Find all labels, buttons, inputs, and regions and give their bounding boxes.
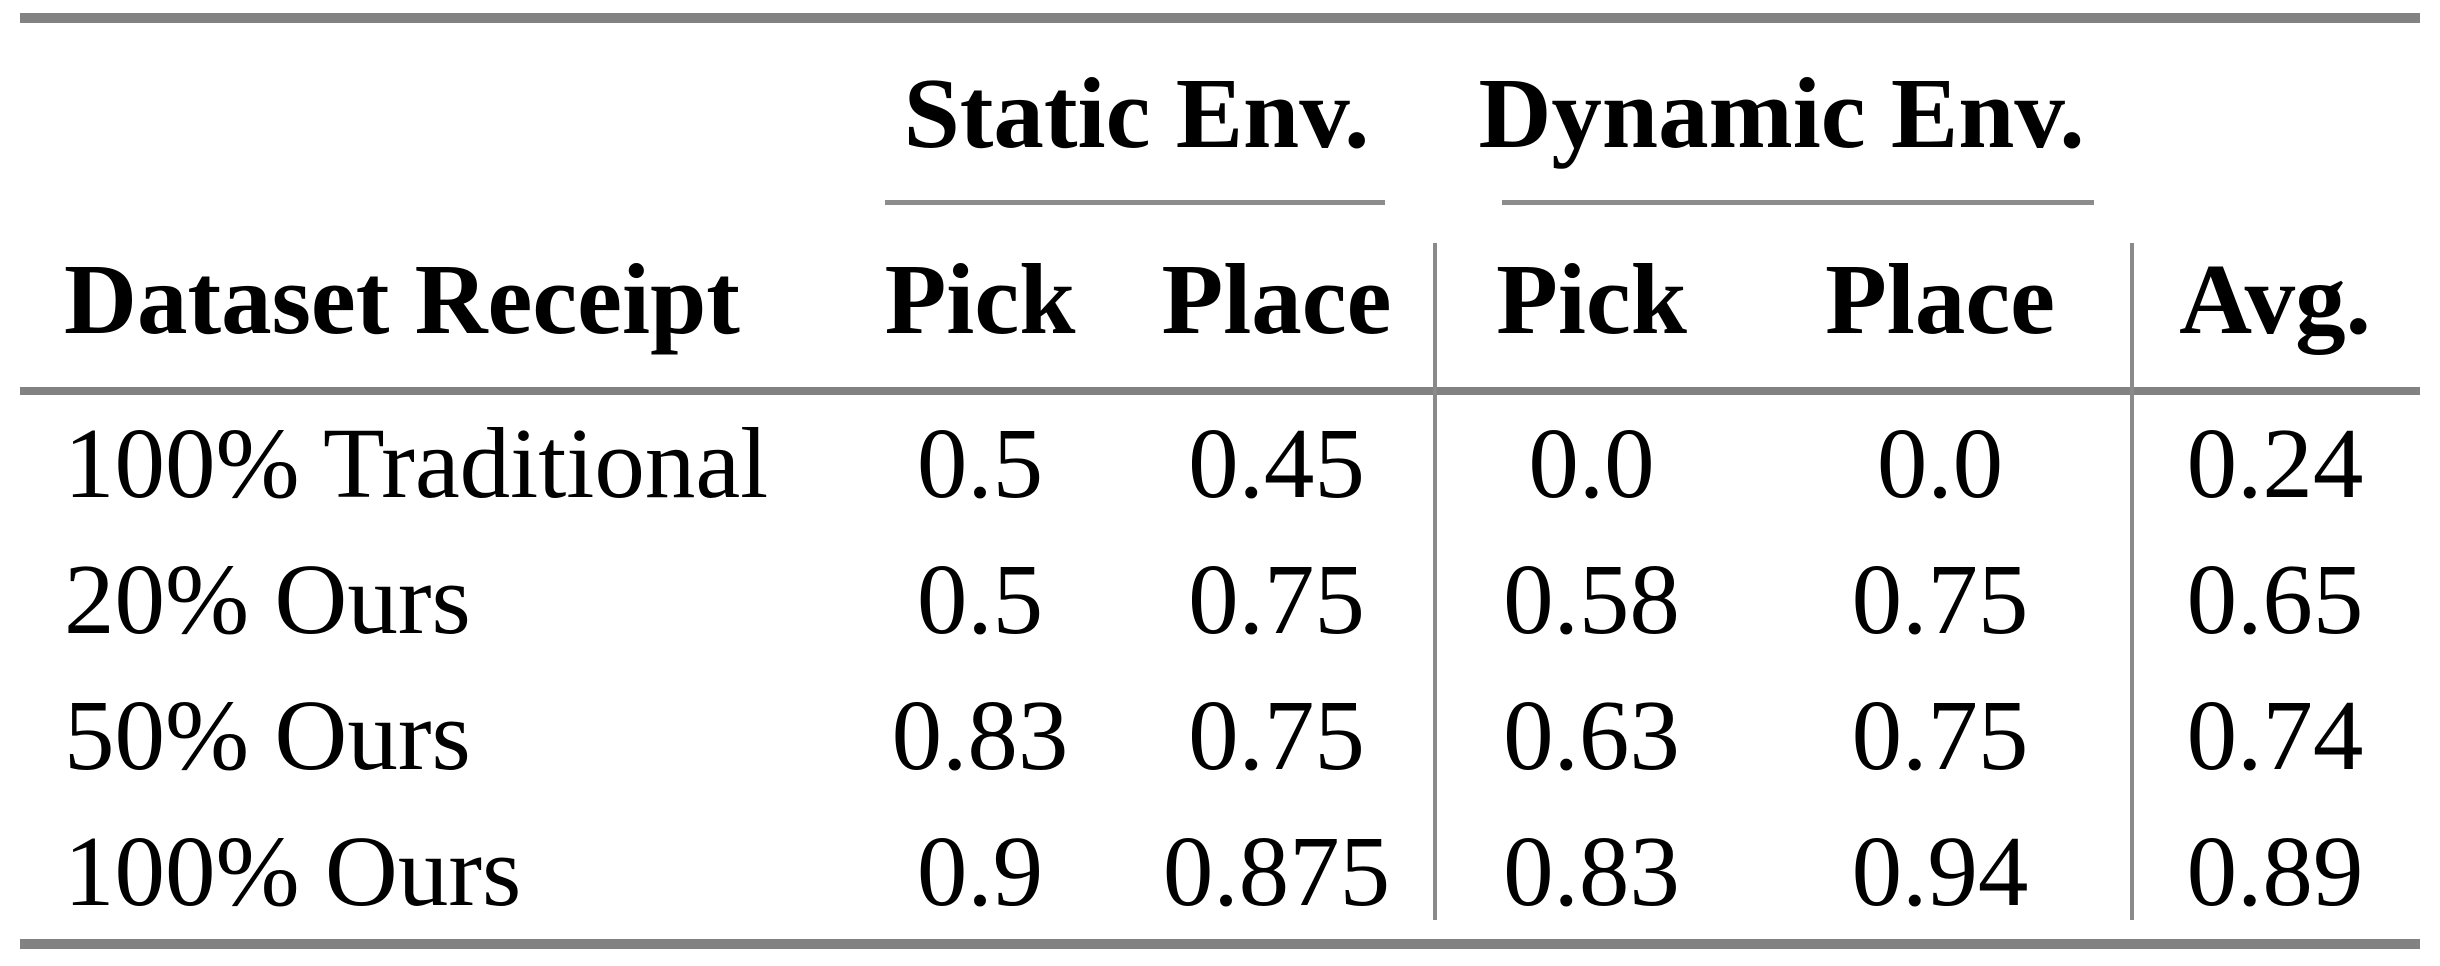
cell-avg: 0.24 [2186, 406, 2364, 519]
dynamic-env-underline [1502, 200, 2094, 205]
cell-avg: 0.89 [2186, 814, 2364, 927]
results-table: Static Env. Dynamic Env. Dataset Receipt… [20, 23, 2420, 939]
avg-separator [2130, 243, 2134, 920]
group-header-static-env: Static Env. [903, 57, 1370, 169]
table-row: 100% Traditional 0.5 0.45 0.0 0.0 0.24 [20, 395, 2420, 531]
static-dynamic-separator [1433, 243, 1437, 920]
cell-dynamic-place: 0.94 [1851, 814, 2029, 927]
cell-avg: 0.74 [2186, 678, 2364, 791]
cell-dynamic-pick: 0.83 [1503, 814, 1680, 927]
column-header-avg: Avg. [2179, 243, 2371, 355]
column-header-static-place: Place [1161, 243, 1392, 355]
cell-receipt: 100% Traditional [64, 406, 769, 519]
group-header-row: Static Env. Dynamic Env. [20, 23, 2420, 204]
column-header-dynamic-place: Place [1825, 243, 2055, 355]
cell-dynamic-place: 0.75 [1851, 678, 2029, 791]
column-header-static-pick: Pick [884, 243, 1076, 355]
cell-avg: 0.65 [2186, 542, 2364, 655]
group-header-dynamic-env: Dynamic Env. [1478, 57, 2085, 169]
cell-static-place: 0.45 [1188, 406, 1365, 519]
cell-receipt: 100% Ours [64, 814, 522, 927]
table-top-rule [20, 13, 2420, 23]
cell-dynamic-place: 0.75 [1851, 542, 2029, 655]
cell-receipt: 20% Ours [64, 542, 471, 655]
cell-static-place: 0.875 [1162, 814, 1391, 927]
table-mid-rule [20, 387, 2420, 395]
cell-dynamic-pick: 0.0 [1528, 406, 1655, 519]
cell-dynamic-place: 0.0 [1876, 406, 2004, 519]
cell-dynamic-pick: 0.63 [1503, 678, 1680, 791]
column-header-dynamic-pick: Pick [1496, 243, 1687, 355]
cell-static-pick: 0.9 [916, 814, 1044, 927]
cell-static-place: 0.75 [1188, 678, 1365, 791]
group-header-spacer-right [2130, 23, 2420, 204]
cell-static-pick: 0.83 [891, 678, 1069, 791]
table-row: 100% Ours 0.9 0.875 0.83 0.94 0.89 [20, 803, 2420, 939]
table-bottom-rule [20, 939, 2420, 949]
cell-dynamic-pick: 0.58 [1503, 542, 1680, 655]
cell-static-pick: 0.5 [916, 542, 1044, 655]
column-header-row: Dataset Receipt Pick Place Pick Place Av… [20, 204, 2420, 395]
column-header-dataset-receipt: Dataset Receipt [64, 243, 740, 355]
static-env-underline [885, 200, 1385, 205]
cell-static-pick: 0.5 [916, 406, 1044, 519]
cell-static-place: 0.75 [1188, 542, 1365, 655]
table-row: 50% Ours 0.83 0.75 0.63 0.75 0.74 [20, 667, 2420, 803]
group-header-spacer-left [20, 23, 840, 204]
cell-receipt: 50% Ours [64, 678, 471, 791]
table-row: 20% Ours 0.5 0.75 0.58 0.75 0.65 [20, 531, 2420, 667]
